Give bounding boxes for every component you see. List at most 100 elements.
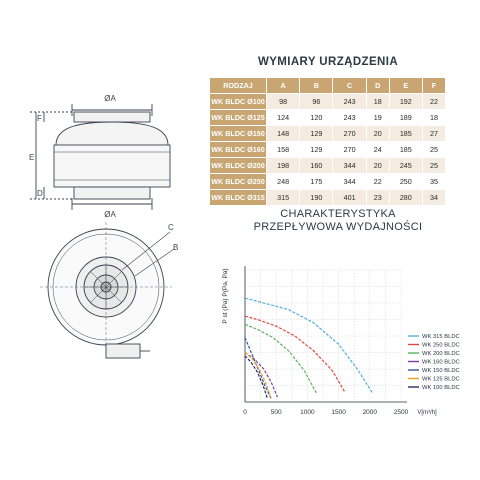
model-cell: WK BLDC Ø150 — [210, 125, 267, 142]
model-cell: WK BLDC Ø100 — [210, 93, 267, 110]
value-cell: 35 — [422, 173, 447, 190]
value-cell: 185 — [389, 125, 423, 142]
value-cell: 19 — [366, 109, 390, 126]
x-tick-label: 1500 — [331, 409, 346, 416]
value-cell: 344 — [332, 173, 367, 190]
chart-title: CHARAKTERYSTYKA PRZEPŁYWOWA WYDAJNOŚCI — [238, 208, 438, 234]
series-line-wk-150-bldc — [244, 337, 272, 399]
table-row: WK BLDC Ø160 158 129 270 24 185 25 — [210, 141, 447, 158]
table-row: WK BLDC Ø100 98 96 243 18 192 22 — [210, 93, 447, 110]
table-body: WK BLDC Ø100 98 96 243 18 192 22 WK BLDC Ø125 12… — [210, 93, 447, 206]
value-cell: 22 — [422, 93, 447, 110]
dim-label-a-top: ØA — [104, 94, 116, 103]
value-cell: 124 — [266, 109, 301, 126]
value-cell: 25 — [422, 157, 447, 174]
dimensions-table: RODZAJ A B C D E F WK BLDC Ø100 98 96 243 18… — [210, 78, 447, 206]
header-cell: RODZAJ — [210, 78, 267, 94]
value-cell: 198 — [266, 157, 301, 174]
value-cell: 160 — [299, 157, 334, 174]
series-line-wk-100-bldc — [244, 355, 269, 399]
model-cell: WK BLDC Ø250 — [210, 173, 267, 190]
legend-label: WK 315 BLDC — [422, 334, 460, 340]
top-view-label-c: C — [168, 223, 174, 232]
value-cell: 20 — [366, 157, 390, 174]
dim-label-d: D — [37, 189, 43, 198]
dim-label-f: F — [37, 114, 42, 123]
legend-label: WK 200 BLDC — [422, 351, 460, 357]
value-cell: 25 — [422, 141, 447, 158]
value-cell: 23 — [366, 189, 390, 206]
model-cell: WK BLDC Ø200 — [210, 157, 267, 174]
value-cell: 189 — [389, 109, 423, 126]
value-cell: 120 — [299, 109, 334, 126]
legend-label: WK 100 BLDC — [422, 385, 460, 391]
header-cell: F — [422, 78, 447, 94]
value-cell: 190 — [299, 189, 334, 206]
x-axis-label: V[m³/h] — [417, 410, 437, 416]
legend-label: WK 125 BLDC — [422, 377, 460, 383]
value-cell: 27 — [422, 125, 447, 142]
header-cell: C — [332, 78, 367, 94]
value-cell: 18 — [366, 93, 390, 110]
value-cell: 24 — [366, 141, 390, 158]
table-header-row: RODZAJ A B C D E F — [210, 78, 447, 94]
header-cell: A — [266, 78, 301, 94]
table-row: WK BLDC Ø150 148 129 270 20 185 27 — [210, 125, 447, 142]
value-cell: 270 — [332, 125, 367, 142]
header-cell: B — [299, 78, 334, 94]
value-cell: 280 — [389, 189, 423, 206]
value-cell: 245 — [389, 157, 423, 174]
dim-label-e: E — [29, 153, 34, 162]
y-axis-label: P st (Pa) P(Pa, Pa) — [222, 268, 229, 323]
series-line-wk-160-bldc — [244, 352, 279, 398]
value-cell: 248 — [266, 173, 301, 190]
series-line-wk-315-bldc — [244, 297, 374, 395]
model-cell: WK BLDC Ø315 — [210, 189, 267, 206]
value-cell: 315 — [266, 189, 301, 206]
series-line-wk-125-bldc — [244, 352, 272, 399]
table-row: WK BLDC Ø250 248 175 344 22 250 35 — [210, 173, 447, 190]
value-cell: 158 — [266, 141, 301, 158]
value-cell: 34 — [422, 189, 447, 206]
table-row: WK BLDC Ø200 198 160 344 20 245 25 — [210, 157, 447, 174]
legend-label: WK 150 BLDC — [422, 368, 460, 374]
value-cell: 192 — [389, 93, 423, 110]
value-cell: 22 — [366, 173, 390, 190]
value-cell: 344 — [332, 157, 367, 174]
value-cell: 243 — [332, 109, 367, 126]
table-title: WYMIARY URZĄDZENIA — [257, 56, 399, 68]
x-tick-label: 0 — [243, 409, 247, 416]
x-tick-label: 2000 — [363, 409, 378, 416]
value-cell: 129 — [299, 125, 334, 142]
value-cell: 18 — [422, 109, 447, 126]
value-cell: 270 — [332, 141, 367, 158]
header-cell: D — [366, 78, 390, 94]
legend-label: WK 250 BLDC — [422, 343, 460, 349]
legend-label: WK 160 BLDC — [422, 360, 460, 366]
series-line-wk-250-bldc — [244, 315, 346, 393]
value-cell: 98 — [266, 93, 301, 110]
performance-chart: 0 500 1000 1500 2000 2500 V[m³/h] P st (Pa) P(P… — [222, 266, 460, 416]
dim-label-a-bottom: ØA — [104, 210, 116, 219]
value-cell: 185 — [389, 141, 423, 158]
value-cell: 96 — [299, 93, 334, 110]
value-cell: 129 — [299, 141, 334, 158]
x-tick-label: 2500 — [394, 409, 409, 416]
chart-title-line1: CHARAKTERYSTYKA — [280, 208, 396, 220]
value-cell: 175 — [299, 173, 334, 190]
chart-title-line2: PRZEPŁYWOWA WYDAJNOŚCI — [253, 221, 423, 233]
model-cell: WK BLDC Ø160 — [210, 141, 267, 158]
technical-drawings: ØA ØA E F D C B — [29, 94, 178, 359]
top-view-drawing — [40, 222, 175, 359]
table-row: WK BLDC Ø315 315 190 401 23 280 34 — [210, 189, 447, 206]
side-view-drawing — [30, 104, 171, 210]
top-view-label-b: B — [173, 243, 178, 252]
value-cell: 401 — [332, 189, 367, 206]
value-cell: 20 — [366, 125, 390, 142]
x-tick-label: 1000 — [300, 409, 315, 416]
value-cell: 250 — [389, 173, 423, 190]
model-cell: WK BLDC Ø125 — [210, 109, 267, 126]
value-cell: 148 — [266, 125, 301, 142]
x-tick-label: 500 — [271, 409, 282, 416]
series-line-wk-200-bldc — [244, 323, 318, 395]
